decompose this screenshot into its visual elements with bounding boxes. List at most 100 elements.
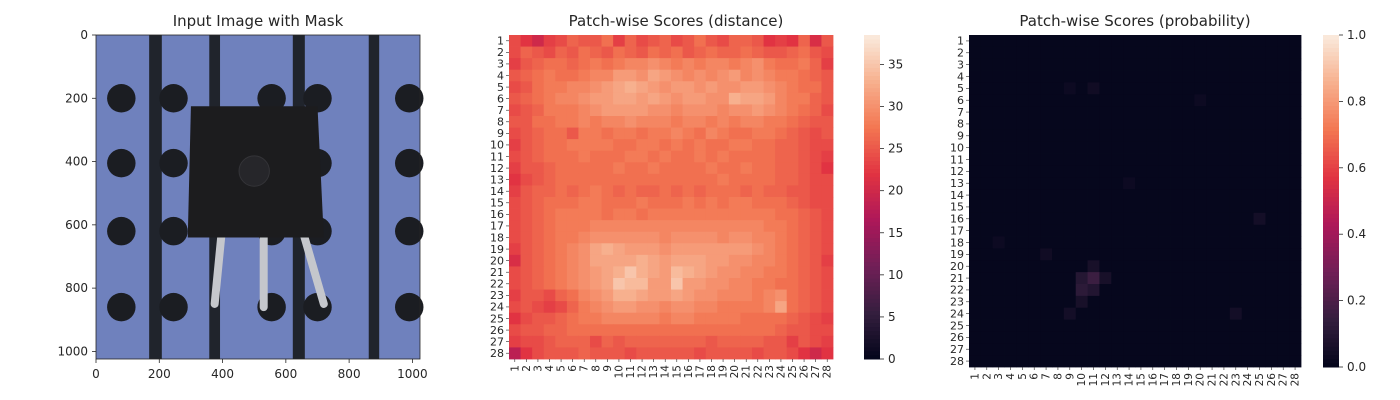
colorbar-tick-label: 1.0 <box>1347 28 1366 42</box>
board-hole <box>395 292 424 322</box>
heatmap-cell <box>1016 319 1029 332</box>
colorbar-segment <box>1323 358 1339 364</box>
heatmap-cell <box>786 92 799 105</box>
heatmap-cell <box>786 185 799 198</box>
heatmap-cell <box>992 201 1005 214</box>
heatmap-cell <box>1004 189 1017 202</box>
heatmap-cell <box>728 69 741 82</box>
heatmap-cell <box>590 116 602 128</box>
heatmap-cell <box>775 301 788 314</box>
heatmap-cell <box>809 81 822 94</box>
heatmap-cell <box>1087 46 1100 60</box>
heatmap-cell <box>543 92 556 105</box>
heatmap-cell <box>1253 165 1266 178</box>
heatmap-cell <box>798 58 811 71</box>
heatmap-cell <box>1075 106 1088 119</box>
heatmap-cell <box>1194 177 1207 190</box>
heatmap-cell <box>1063 153 1077 166</box>
heatmap-cell <box>798 254 811 267</box>
heatmap-cell <box>1289 189 1302 202</box>
heatmap-cell <box>694 185 707 198</box>
heatmap-cell <box>1265 284 1278 297</box>
board-slot <box>368 35 380 359</box>
heatmap-cell <box>717 208 730 221</box>
heatmap-cell <box>740 301 753 314</box>
heatmap-cell <box>555 231 568 244</box>
heatmap-cell <box>1182 46 1195 60</box>
heatmap-cell <box>509 92 521 105</box>
heatmap-cell <box>1206 260 1219 273</box>
heatmap-cell <box>992 355 1005 368</box>
colorbar-segment <box>1323 72 1339 77</box>
heatmap-cell <box>1265 165 1278 178</box>
heatmap-cell <box>1253 153 1266 166</box>
heatmap-cell <box>717 92 730 105</box>
heatmap-cell <box>821 278 834 290</box>
heatmap-cell <box>578 162 591 175</box>
heatmap-cell <box>1087 260 1100 273</box>
heatmap-cell <box>555 35 568 47</box>
heatmap-cell <box>590 301 602 314</box>
heatmap-ytick-label: 19 <box>950 248 964 261</box>
heatmap-cell <box>821 139 834 152</box>
colorbar-segment <box>1323 346 1339 351</box>
heatmap-cell <box>705 208 718 221</box>
colorbar-segment <box>1323 230 1339 235</box>
heatmap-cell <box>1194 94 1207 107</box>
heatmap-cell <box>1111 260 1124 273</box>
heatmap-cell <box>1087 177 1100 190</box>
heatmap-cell <box>1218 224 1231 237</box>
heatmap-xtick-label: 10 <box>613 365 625 378</box>
input-image <box>95 34 424 360</box>
heatmap-cell <box>671 335 683 348</box>
heatmap-cell <box>821 92 834 105</box>
heatmap-cell <box>1170 94 1183 107</box>
heatmap-cell <box>1135 236 1148 249</box>
heatmap-cell <box>1040 118 1053 131</box>
heatmap-cell <box>1087 236 1100 249</box>
heatmap-cell <box>1206 343 1219 356</box>
heatmap-cell <box>659 335 672 348</box>
heatmap-cell <box>682 139 695 152</box>
heatmap-cell <box>1229 343 1243 356</box>
heatmap-cell <box>1135 295 1148 309</box>
heatmap-cell <box>1229 118 1243 131</box>
heatmap-cell <box>1218 82 1231 95</box>
heatmap-cell <box>1229 153 1243 166</box>
heatmap-cell <box>1111 141 1124 154</box>
heatmap-cell <box>659 46 672 59</box>
heatmap-cell <box>1123 177 1136 190</box>
heatmap-cell <box>1146 35 1160 48</box>
colorbar-segment <box>864 241 880 247</box>
heatmap-cell <box>520 127 533 140</box>
heatmap-cell <box>682 324 695 337</box>
heatmap-cell <box>1289 35 1302 48</box>
heatmap-cell <box>659 162 672 175</box>
image-ytick-label: 0 <box>80 28 88 42</box>
heatmap-cell <box>809 173 822 186</box>
heatmap-cell <box>1004 177 1017 190</box>
heatmap-cell <box>763 301 776 314</box>
heatmap-cell <box>578 35 591 47</box>
heatmap-cell <box>752 301 764 314</box>
colorbar-segment <box>864 249 880 255</box>
heatmap-cell <box>566 231 579 244</box>
heatmap-cell <box>1063 70 1077 83</box>
heatmap-cell <box>1170 355 1183 368</box>
colorbar-segment <box>864 342 880 348</box>
heatmap-cell <box>969 355 982 368</box>
heatmap-cell <box>1253 82 1266 95</box>
heatmap-cell <box>1028 58 1041 71</box>
heatmap-cell <box>1016 248 1029 261</box>
heatmap-ytick-label: 4 <box>497 69 504 82</box>
heatmap-cell <box>1087 212 1100 226</box>
heatmap-cell <box>763 185 776 198</box>
heatmap-ytick-label: 3 <box>497 58 504 71</box>
heatmap-cell <box>509 69 521 82</box>
heatmap-cell <box>1075 58 1088 71</box>
heatmap-cell <box>821 312 834 325</box>
heatmap-cell <box>1111 177 1124 190</box>
heatmap-cell <box>520 278 533 290</box>
heatmap-cell <box>636 312 649 325</box>
heatmap-ytick-label: 11 <box>490 150 504 163</box>
